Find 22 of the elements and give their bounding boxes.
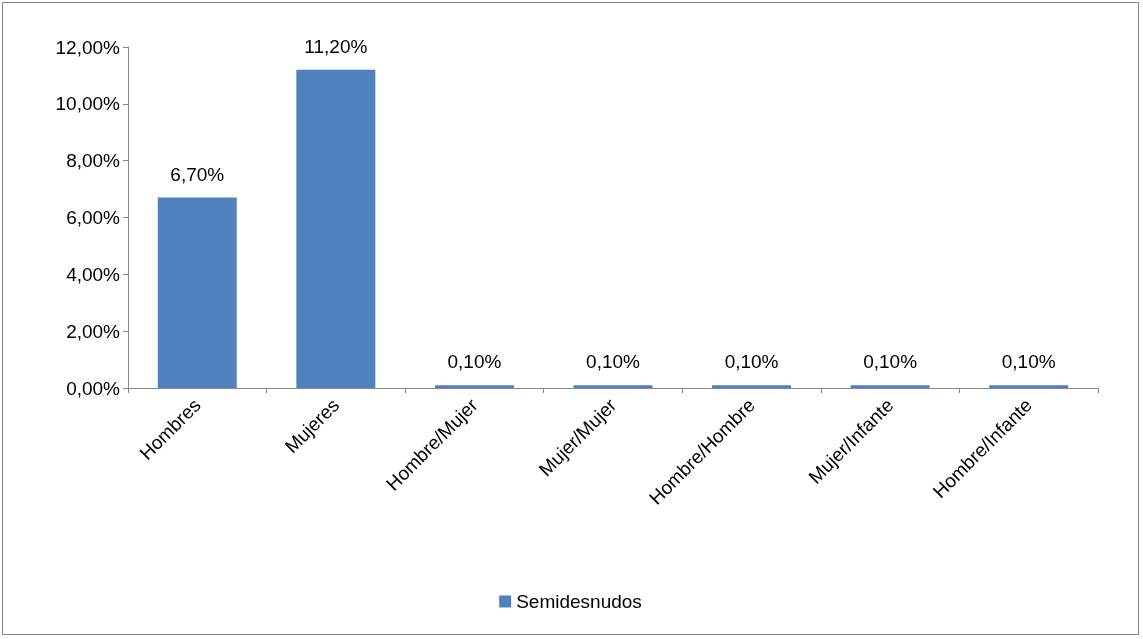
y-tick-label: 10,00%	[55, 93, 121, 115]
bar	[296, 69, 376, 388]
y-tick-label: 2,00%	[66, 320, 121, 342]
legend-label: Semidesnudos	[516, 591, 642, 612]
bar	[573, 385, 653, 388]
data-label: 0,10%	[447, 351, 502, 373]
y-tick-label: 6,00%	[66, 207, 121, 228]
y-tick-label: 0,00%	[66, 377, 121, 399]
bar	[434, 385, 514, 388]
data-label: 0,10%	[724, 351, 779, 373]
bar	[850, 385, 930, 388]
data-label: 0,10%	[586, 351, 641, 373]
y-tick-label: 12,00%	[55, 36, 121, 58]
data-label: 6,70%	[170, 163, 225, 185]
y-tick-label: 4,00%	[66, 263, 121, 285]
bar	[989, 385, 1069, 388]
bar	[712, 385, 792, 388]
data-label: 0,10%	[863, 351, 918, 373]
data-label: 11,20%	[304, 35, 368, 57]
y-tick-label: 8,00%	[66, 150, 121, 172]
bar	[157, 197, 237, 388]
data-label: 0,10%	[1001, 351, 1056, 373]
